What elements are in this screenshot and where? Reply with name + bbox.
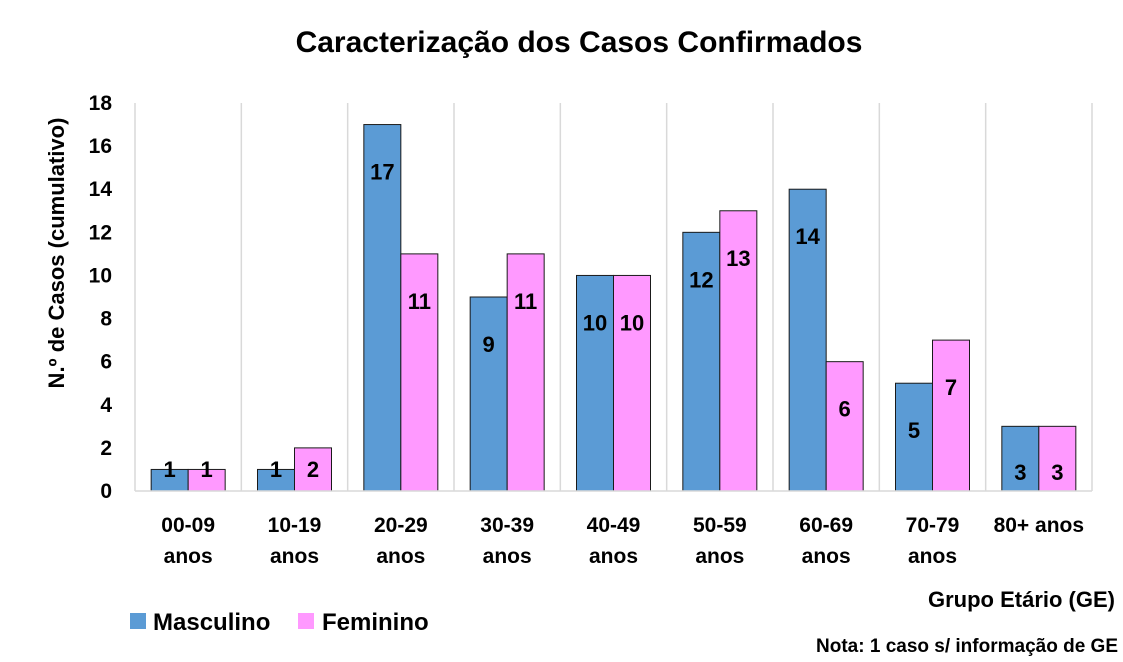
data-label: 2 (307, 457, 319, 482)
x-category-label: 30-39 (480, 514, 534, 537)
gridlines (134, 103, 1093, 491)
x-category-label: 80+ anos (994, 514, 1084, 537)
legend-label-masculino: Masculino (153, 609, 270, 636)
bar-feminino (400, 253, 439, 492)
legend: Masculino Feminino (130, 609, 429, 636)
x-category-label: 00-09 (161, 514, 215, 537)
bar-feminino (1038, 425, 1077, 492)
x-category-label: 20-29 (374, 514, 428, 537)
data-label: 3 (1014, 460, 1026, 485)
x-category-label: 70-79 (906, 514, 960, 537)
x-category-label: anos (270, 545, 319, 568)
data-label: 3 (1051, 460, 1063, 485)
y-tick-label: 18 (89, 92, 113, 115)
y-tick-label: 4 (100, 394, 112, 417)
bar-feminino (719, 210, 758, 492)
data-label: 6 (839, 397, 851, 422)
data-label: 10 (583, 310, 607, 335)
x-category-label: 50-59 (693, 514, 747, 537)
bars (150, 124, 1077, 492)
data-label: 11 (514, 289, 537, 314)
data-label: 1 (164, 457, 176, 482)
data-label: 12 (689, 267, 713, 292)
x-category-label: anos (164, 545, 213, 568)
data-label: 1 (270, 457, 282, 482)
y-axis-title: N.º de Casos (cumulativo) (44, 118, 69, 389)
x-category-label: 40-49 (587, 514, 641, 537)
data-label: 9 (483, 332, 495, 357)
bar-feminino (506, 253, 545, 492)
y-tick-label: 12 (89, 221, 112, 244)
x-axis-title: Grupo Etário (GE) (928, 587, 1115, 612)
legend-label-feminino: Feminino (322, 609, 429, 636)
data-label: 14 (795, 224, 820, 249)
note-text: Nota: 1 caso s/ informação de GE (816, 636, 1118, 657)
data-label: 17 (370, 160, 394, 185)
data-label: 10 (620, 310, 644, 335)
data-label: 13 (726, 246, 750, 271)
legend-swatch-masculino (130, 613, 146, 629)
data-label: 1 (201, 457, 213, 482)
bar-masculino (1001, 425, 1040, 492)
bar-masculino (576, 274, 614, 492)
x-category-label: anos (802, 545, 851, 568)
y-tick-label: 10 (89, 264, 112, 287)
bar-feminino (825, 361, 864, 492)
y-tick-label: 8 (100, 308, 112, 331)
x-category-label: anos (589, 545, 638, 568)
legend-swatch-feminino (298, 613, 314, 629)
y-tick-label: 16 (89, 135, 112, 158)
x-category-label: anos (908, 545, 957, 568)
x-category-label: anos (695, 545, 744, 568)
data-label: 11 (408, 289, 431, 314)
y-tick-label: 14 (89, 178, 113, 201)
bar-feminino (613, 274, 651, 492)
y-tick-label: 0 (100, 480, 112, 503)
x-category-label: anos (483, 545, 532, 568)
data-label: 5 (908, 418, 920, 443)
y-tick-label: 6 (100, 351, 112, 374)
bar-masculino (469, 296, 508, 492)
chart-title: Caracterização dos Casos Confirmados (296, 26, 863, 59)
y-tick-label: 2 (100, 437, 112, 460)
x-category-label: 10-19 (268, 514, 322, 537)
x-category-label: 60-69 (799, 514, 853, 537)
y-axis: 0 2 4 6 8 10 12 14 16 18 (89, 92, 113, 503)
x-axis: 00-09 anos 10-19 anos 20-29 anos 30-39 anos 40-4… (161, 514, 1084, 568)
bar-feminino (932, 339, 970, 492)
x-category-label: anos (376, 545, 425, 568)
data-label: 7 (945, 375, 957, 400)
